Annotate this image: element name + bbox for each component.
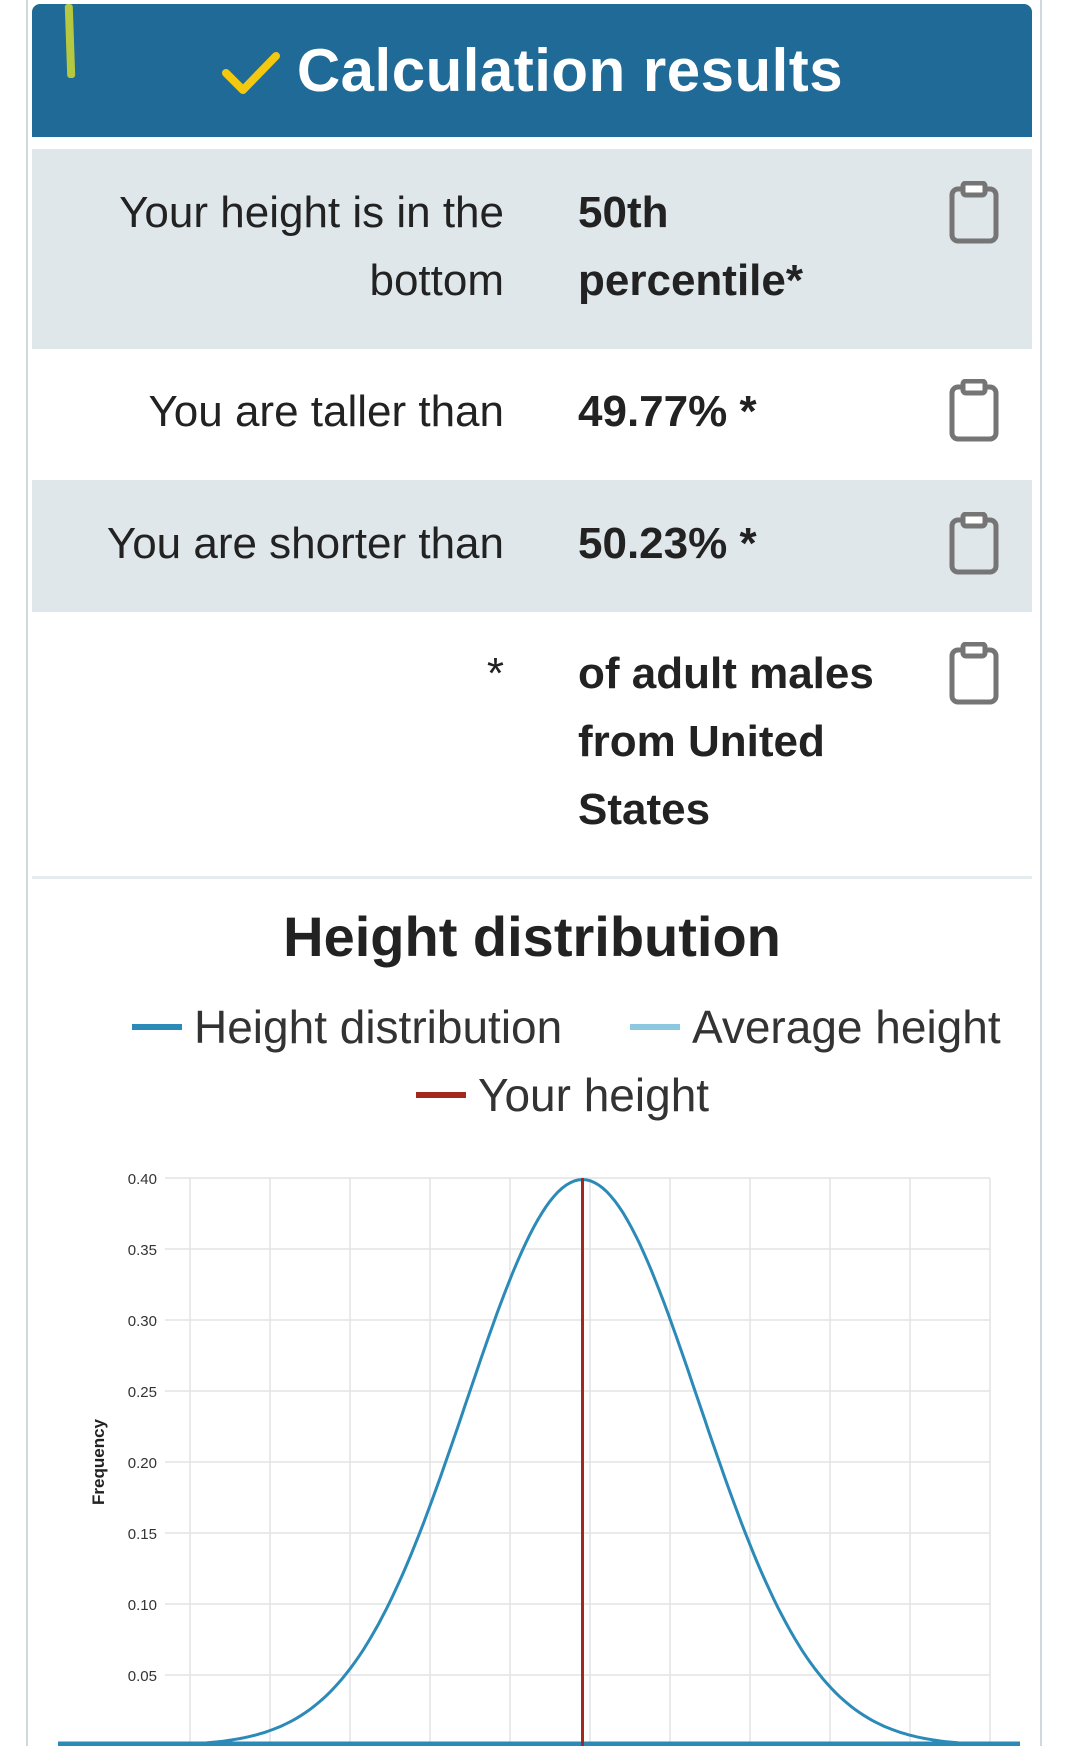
result-value-line: 49.77% * (578, 387, 757, 436)
result-value-line: States (578, 785, 711, 834)
result-value-line: 50th (578, 188, 669, 237)
result-row-taller: You are taller than 49.77% * (32, 349, 1032, 479)
chart-title: Height distribution (283, 905, 781, 968)
result-row-shorter: You are shorter than 50.23% * (32, 480, 1032, 612)
result-value-line: 50.23% * (578, 519, 757, 568)
result-row-percentile: Your height is in the bottom 50th percen… (32, 149, 1032, 349)
result-value-line: of adult males (578, 649, 874, 698)
chart-grid (165, 1177, 991, 1746)
legend-swatch (416, 1092, 466, 1098)
result-value: 49.77% * (578, 378, 908, 446)
legend-label: Your height (478, 1069, 710, 1121)
legend-item-average-height[interactable]: Average height (630, 1000, 1001, 1054)
result-value-line: from United (578, 717, 825, 766)
legend-swatch (630, 1024, 680, 1030)
legend-label: Average height (692, 1001, 1001, 1053)
result-label: Your height is in the bottom (32, 179, 504, 315)
y-tick-label: 0.35 (128, 1242, 157, 1259)
legend-label: Height distribution (194, 1001, 563, 1053)
result-label-line: You are shorter than (106, 519, 504, 568)
results-header: Calculation results (32, 3, 1032, 137)
y-tick-label: 0.40 (128, 1171, 157, 1188)
result-label-line: Your height is in the (119, 188, 504, 237)
results-card: Calculation results Your height is in th… (26, 0, 1042, 1746)
result-label-line: * (486, 649, 504, 698)
clipboard-icon[interactable] (948, 642, 1000, 706)
legend-item-height-distribution[interactable]: Height distribution (132, 1000, 562, 1054)
result-row-population: * of adult males from United States (32, 612, 1032, 876)
result-label: You are shorter than (32, 510, 504, 578)
y-tick-label: 0.25 (128, 1384, 157, 1401)
results-title: Calculation results (296, 37, 844, 104)
result-label: You are taller than (32, 378, 504, 446)
result-value: of adult males from United States (578, 640, 908, 844)
y-tick-label: 0.15 (128, 1526, 157, 1543)
result-label-line: You are taller than (148, 387, 504, 436)
clipboard-icon[interactable] (948, 379, 1000, 443)
y-tick-label: 0.05 (128, 1668, 157, 1685)
result-label-line: bottom (369, 256, 504, 305)
chart-series (58, 1178, 1020, 1746)
y-tick-label: 0.20 (128, 1455, 157, 1472)
y-tick-label: 0.10 (128, 1597, 157, 1614)
clipboard-icon[interactable] (948, 512, 1000, 576)
section-divider (32, 876, 1032, 879)
chart-y-ticks: 0.05 0.10 0.15 0.20 0.25 0.30 0.35 0.40 (128, 1171, 157, 1685)
clipboard-icon[interactable] (948, 181, 1000, 245)
legend-swatch (132, 1024, 182, 1030)
result-value: 50th percentile* (578, 179, 908, 315)
chart-y-axis-label: Frequency (89, 1418, 108, 1505)
legend-item-your-height[interactable]: Your height (416, 1068, 709, 1122)
y-tick-label: 0.30 (128, 1313, 157, 1330)
check-icon (221, 51, 280, 94)
result-value: 50.23% * (578, 510, 908, 578)
result-label: * (32, 640, 504, 708)
result-value-line: percentile* (578, 256, 803, 305)
